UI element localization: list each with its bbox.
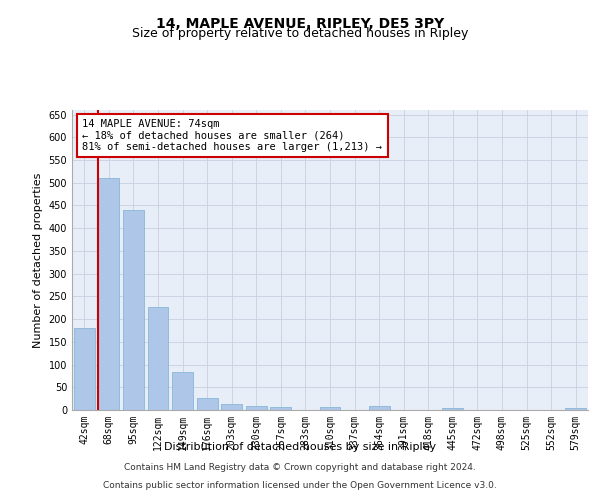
Bar xyxy=(123,210,144,410)
Text: Size of property relative to detached houses in Ripley: Size of property relative to detached ho… xyxy=(132,28,468,40)
Bar xyxy=(74,328,95,410)
Bar xyxy=(271,408,292,410)
Bar xyxy=(98,178,119,410)
Text: 14, MAPLE AVENUE, RIPLEY, DE5 3PY: 14, MAPLE AVENUE, RIPLEY, DE5 3PY xyxy=(156,18,444,32)
Text: Distribution of detached houses by size in Ripley: Distribution of detached houses by size … xyxy=(164,442,436,452)
Bar xyxy=(221,404,242,410)
Text: 14 MAPLE AVENUE: 74sqm
← 18% of detached houses are smaller (264)
81% of semi-de: 14 MAPLE AVENUE: 74sqm ← 18% of detached… xyxy=(82,119,382,152)
Bar xyxy=(442,408,463,410)
Y-axis label: Number of detached properties: Number of detached properties xyxy=(33,172,43,348)
Text: Contains HM Land Registry data © Crown copyright and database right 2024.: Contains HM Land Registry data © Crown c… xyxy=(124,464,476,472)
Bar xyxy=(148,308,169,410)
Bar xyxy=(565,408,586,410)
Bar xyxy=(172,372,193,410)
Text: Contains public sector information licensed under the Open Government Licence v3: Contains public sector information licen… xyxy=(103,481,497,490)
Bar xyxy=(368,406,389,410)
Bar xyxy=(197,398,218,410)
Bar xyxy=(246,406,267,410)
Bar xyxy=(320,408,340,410)
